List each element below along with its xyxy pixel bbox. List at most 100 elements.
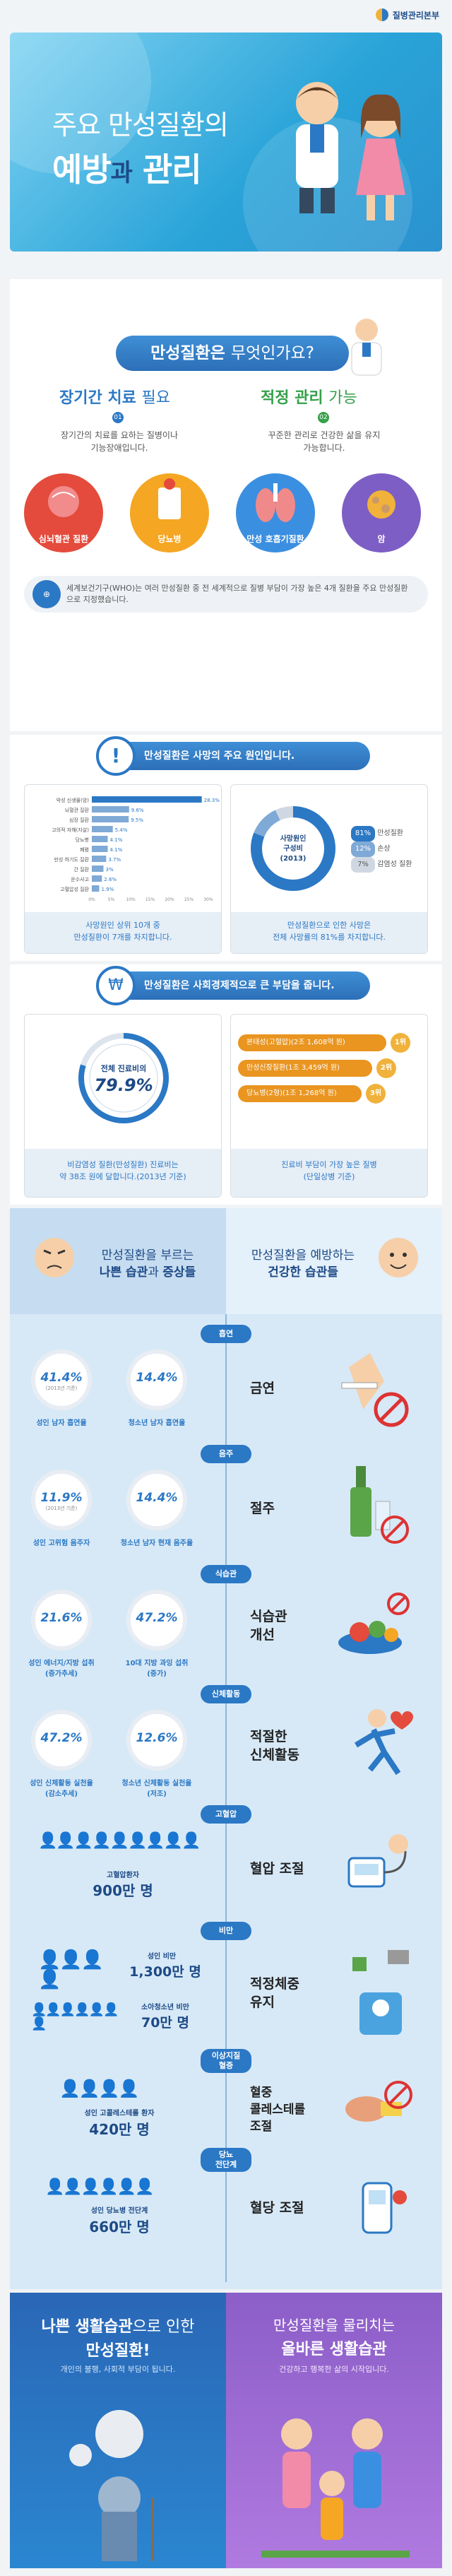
kcdc-logo-icon [375,8,388,21]
bottom-right-sub: 건강하고 행복한 삶의 시작입니다. [279,2365,389,2374]
hero-banner: 주요 만성질환의 예방과 관리 [10,33,442,252]
section-habits: 만성질환을 부르는 나쁜 습관과 증상들 만성질환을 예방하는 건강한 습관들 … [10,1208,442,2289]
obesity-child-label: 소아청소년 비만 [141,2004,189,2011]
top-disease-caption: 진료비 부담이 가장 높은 질병 (단일상병 기준) [231,1149,427,1197]
bar [92,865,104,872]
stat-teen-activity: 12.6% [126,1710,187,1771]
prediabetes-label: 성인 당뇨병 전단계 [90,2207,148,2215]
label-diet: 식습관 [201,1565,251,1583]
axis-tick: 25% [184,897,194,902]
label-hypertension: 고혈압 [201,1805,251,1824]
runner-icon [354,1709,413,1776]
habit-divider-line [225,1314,227,2282]
money-bag-icon: ₩ [96,966,136,1005]
stat-adult-male-smoking-label: 성인 남자 흡연율 [36,1419,87,1427]
label-activity: 신체활동 [201,1685,251,1703]
no-smoking-icon [341,1353,409,1427]
obesity-child-count: 70만 명 [141,2015,189,2031]
bottom-bad-habits-panel: 나쁜 생활습관으로 인한 만성질환! 개인의 불행, 사회적 부담이 됩니다. [10,2293,226,2568]
bar [92,885,100,892]
bar [92,796,202,803]
obesity-adult-count: 1,300만 명 [129,1964,201,1980]
bottom-left-sub: 개인의 불행, 사회적 부담이 됩니다. [60,2365,176,2374]
stat-adult-male-smoking: 41.4% (2013년 기준) [31,1349,92,1410]
section-what-is-chronic: 만성질환은 무엇인가요? 장기간 치료 필요 01 장기간의 치료를 요하는 질… [10,279,442,731]
axis-tick: 30% [203,897,213,902]
stat-adult-activity: 47.2% [31,1710,92,1771]
top-disease-card: 본태성(고혈압)(2조 1,608억 원) 1위 만성신장질환(1조 3,459… [230,1014,428,1198]
doctor-illustration [296,82,338,213]
bar-label: 만성 하기도 질환 [54,856,89,863]
cause-bar-caption: 사망원인 상위 10개 중 만성질환이 7개를 차지합니다. [25,912,221,953]
top-disease-item-1: 본태성(고혈압)(2조 1,608억 원) [238,1034,386,1051]
bar [92,826,113,832]
lipid-label: 성인 고콜레스테롤 환자 [84,2110,155,2117]
bar-value: 28.3% [204,798,220,803]
cause-donut-chart [251,806,335,891]
people-icons-prediabetes: 👤👤👤👤👤👤 [45,2178,154,2196]
section-cause-of-death: 만성질환은 사망의 주요 원인입니다. ! 악성 신생물(암) 28.3% 뇌혈관 … [10,735,442,961]
ring-value: 79.9% [94,1075,153,1095]
bottom-right-title2: 올바른 생활습관 [281,2341,387,2358]
bp-count: 900만 명 [93,1882,153,1899]
habit-bp-control: 혈압 조절 [250,1861,304,1877]
bar [92,846,108,852]
bar-label: 운수사고 [71,876,89,882]
disease-circle-diabetes: 당뇨병 [130,473,209,553]
axis-tick: 0% [88,897,95,902]
donut-center-label: 사망원인 구성비 (2013) [280,835,307,863]
long-treatment-title: 장기간 치료 필요 [59,389,171,407]
bar-value: 3% [106,867,114,873]
legend-infection: 7% 감염성 질환 [351,857,412,873]
bar [92,836,108,842]
brand-logo: 질병관리본부 [375,8,439,21]
who-note: ⊕ 세계보건기구(WHO)는 여러 만성질환 중 전 세계적으로 질병 부담이 … [24,576,428,613]
bar-value: 9.5% [131,817,143,823]
label-obesity: 비만 [201,1922,251,1940]
bottom-left-title: 나쁜 생활습관으로 인한 [41,2318,195,2336]
long-treatment-desc: 장기간의 치료를 요하는 질병이나 기능장애입니다. [60,430,178,453]
stat-adult-fat-intake: 21.6% [31,1590,92,1650]
num-badge-02: 02 [318,412,329,423]
nurse-illustration [356,94,405,220]
obesity-adult-label: 성인 비만 [147,1953,177,1961]
axis-tick: 20% [165,897,174,902]
scale-icon [352,1950,409,2035]
bar-value: 2.6% [104,877,117,882]
stat-teen-male-smoking: 14.4% [126,1349,187,1410]
bar [92,856,107,862]
cause-donut-caption: 만성질환으로 인한 사망은 전체 사망률의 81%를 차지합니다. [231,912,427,953]
bar-label: 폐렴 [80,846,89,853]
expense-ring-chart [78,1033,169,1123]
bar [92,816,129,822]
section-economic-burden: 만성질환은 사회경제적으로 큰 부담을 줍니다. ₩ 전체 진료비의 79.9%… [10,964,442,1205]
disease-circle-respiratory: 만성 호흡기질환 [236,473,315,553]
glucose-meter-icon [362,2182,407,2234]
stat-adult-drinking-label: 성인 고위험 음주자 [32,1540,90,1547]
rank-badge-2: 2위 [376,1058,396,1078]
manage-desc: 꾸준한 관리로 건강한 삶을 유지 가능합니다. [268,430,381,453]
stat-teen-drinking: 14.4% [126,1470,187,1530]
stat-adult-fat-intake-label: 성인 에너지/지방 섭취 (증가추세) [28,1660,95,1678]
num-badge-01: 01 [112,412,124,423]
bad-habits-title: 만성질환을 부르는 나쁜 습관과 증상들 [99,1248,196,1280]
stat-teen-fat-intake-label: 10대 지방 과잉 섭취 (증가) [125,1660,189,1678]
bar-label: 간 질환 [73,866,89,873]
cause-donut-card: 사망원인 구성비 (2013) 81% 만성질환 12% 손상 7% 감염성 질… [230,784,428,954]
angry-face-icon [35,1238,74,1277]
hero-title-line2: 예방과 관리 [52,150,202,189]
stat-adult-high-risk-drinking: 11.9% (2013년 기준) [31,1470,92,1530]
habit-quit-smoking: 금연 [250,1381,275,1396]
header: 질병관리본부 주요 만성질환의 예방과 관리 [0,0,452,276]
healthy-food-icon [338,1593,410,1654]
disease-circle-cardio: 심뇌혈관 질환 [24,473,103,553]
expense-ring-caption: 비감염성 질환(만성질환) 진료비는 약 38조 원에 달합니다.(2013년 … [25,1149,221,1197]
bar-value: 9.6% [131,808,144,813]
bar [92,875,102,882]
legend-chronic: 81% 만성질환 [351,826,412,841]
habit-moderate-drinking: 절주 [250,1501,275,1516]
people-icons-bp: 👤👤👤👤👤👤👤👤👤 [38,1832,201,1850]
top-disease-item-2: 만성신장질환(1조 3,459억 원) [238,1060,372,1077]
rank-badge-3: 3위 [366,1084,386,1104]
prediabetes-count: 660만 명 [89,2218,150,2235]
